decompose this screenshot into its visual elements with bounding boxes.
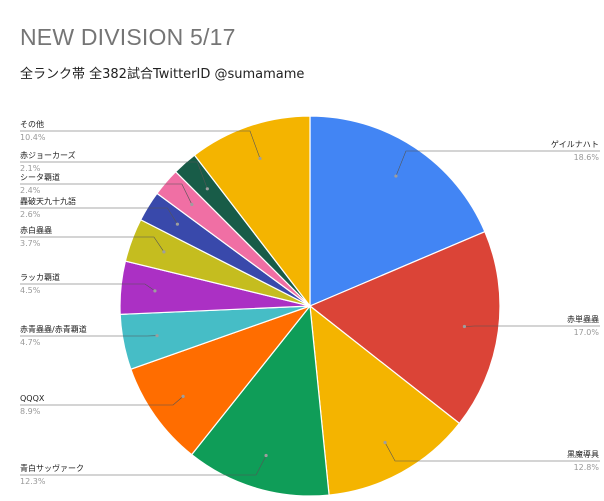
slice-label-0: ゲイルナハト <box>551 139 599 149</box>
leader-dot-9 <box>190 202 194 207</box>
slice-label-10: 赤ジョーカーズ <box>20 150 76 160</box>
slice-label-1: 赤単蟲蟲 <box>567 314 599 324</box>
slice-label-4: QQQX <box>20 394 45 403</box>
slice-pct-4: 8.9% <box>20 407 41 416</box>
leader-line-6 <box>20 283 156 292</box>
leader-line-11 <box>20 130 261 159</box>
pie-slice-2[interactable] <box>309 304 461 496</box>
leader-dot-5 <box>155 334 159 338</box>
slice-label-6: ラッカ覇道 <box>20 272 60 282</box>
pie-slices <box>119 115 501 497</box>
slice-label-2: 黒魔導具 <box>567 449 599 459</box>
slice-pct-6: 4.5% <box>20 286 41 295</box>
slice-labels: ゲイルナハト 18.6% 赤単蟲蟲 17.0% 黒魔導具 12.8% 青白サッヴァーク 12.… <box>20 119 599 486</box>
chart-subtitle: 全ランク帯 全382試合TwitterID @sumamame <box>20 67 305 82</box>
slice-pct-10: 2.1% <box>20 164 41 173</box>
leader-dot-0 <box>394 174 398 178</box>
leader-line-10 <box>20 161 208 189</box>
label-leaders <box>20 130 600 476</box>
leader-dot-3 <box>264 453 268 458</box>
leader-dot-2 <box>383 440 387 445</box>
leader-line-0 <box>395 150 600 177</box>
slice-pct-3: 12.3% <box>20 477 46 486</box>
pie-slice-4[interactable] <box>130 304 312 456</box>
leader-dot-8 <box>175 222 180 226</box>
leader-line-2 <box>384 442 600 462</box>
pie-slice-3[interactable] <box>190 304 330 497</box>
pie-slice-1[interactable] <box>308 230 501 425</box>
slice-pct-9: 2.4% <box>20 186 41 195</box>
leader-line-4 <box>20 396 184 406</box>
slice-label-8: 轟破天九十九語 <box>20 196 76 206</box>
pie-slice-0[interactable] <box>309 115 486 307</box>
leader-dot-7 <box>162 250 166 254</box>
leader-dot-11 <box>258 156 262 161</box>
slice-pct-8: 2.6% <box>20 210 41 219</box>
leader-line-7 <box>20 236 165 253</box>
slice-pct-11: 10.4% <box>20 133 46 142</box>
leader-line-8 <box>20 207 178 225</box>
leader-line-9 <box>20 183 193 205</box>
leader-dot-4 <box>181 394 185 398</box>
slice-pct-7: 3.7% <box>20 239 41 248</box>
slice-label-7: 赤白蟲蟲 <box>20 225 52 235</box>
slice-label-3: 青白サッヴァーク <box>20 463 84 473</box>
slice-pct-2: 12.8% <box>574 463 600 472</box>
slice-label-11: その他 <box>20 119 44 129</box>
leader-dot-10 <box>205 187 209 191</box>
leader-dot-1 <box>462 324 467 329</box>
slice-pct-5: 4.7% <box>20 338 41 347</box>
chart-title: NEW DIVISION 5/17 <box>20 24 236 50</box>
slice-pct-0: 18.6% <box>574 153 600 162</box>
slice-label-9: シータ覇道 <box>20 172 60 182</box>
leader-line-3 <box>20 455 267 476</box>
leader-dot-6 <box>153 289 157 293</box>
slice-label-5: 赤青蟲蟲/赤青覇道 <box>20 324 87 334</box>
slice-pct-1: 17.0% <box>574 328 600 337</box>
pie-slice-11[interactable] <box>193 115 311 308</box>
